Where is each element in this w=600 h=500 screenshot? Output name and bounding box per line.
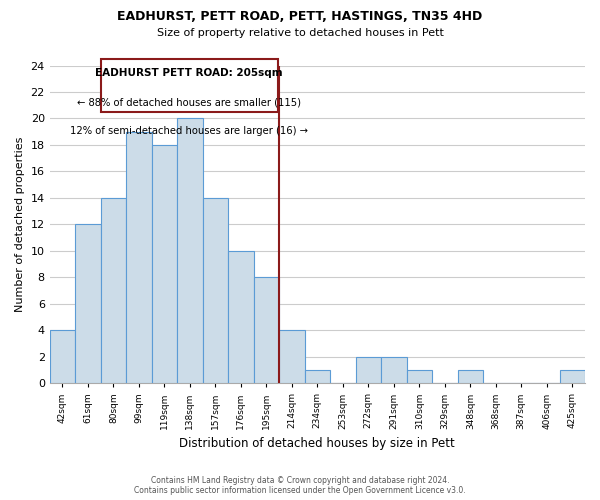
Bar bbox=[279, 330, 305, 384]
Text: Size of property relative to detached houses in Pett: Size of property relative to detached ho… bbox=[157, 28, 443, 38]
Bar bbox=[101, 198, 126, 384]
Bar bbox=[305, 370, 330, 384]
Bar bbox=[560, 370, 585, 384]
X-axis label: Distribution of detached houses by size in Pett: Distribution of detached houses by size … bbox=[179, 437, 455, 450]
Text: ← 88% of detached houses are smaller (115): ← 88% of detached houses are smaller (11… bbox=[77, 97, 301, 107]
Bar bbox=[356, 357, 381, 384]
Bar bbox=[203, 198, 228, 384]
FancyBboxPatch shape bbox=[101, 59, 278, 112]
Text: EADHURST PETT ROAD: 205sqm: EADHURST PETT ROAD: 205sqm bbox=[95, 68, 283, 78]
Bar bbox=[381, 357, 407, 384]
Text: EADHURST, PETT ROAD, PETT, HASTINGS, TN35 4HD: EADHURST, PETT ROAD, PETT, HASTINGS, TN3… bbox=[118, 10, 482, 23]
Bar bbox=[458, 370, 483, 384]
Text: 12% of semi-detached houses are larger (16) →: 12% of semi-detached houses are larger (… bbox=[70, 126, 308, 136]
Bar bbox=[152, 145, 177, 384]
Text: Contains HM Land Registry data © Crown copyright and database right 2024.
Contai: Contains HM Land Registry data © Crown c… bbox=[134, 476, 466, 495]
Bar bbox=[75, 224, 101, 384]
Bar bbox=[177, 118, 203, 384]
Bar bbox=[254, 278, 279, 384]
Bar bbox=[407, 370, 432, 384]
Bar bbox=[126, 132, 152, 384]
Bar bbox=[50, 330, 75, 384]
Y-axis label: Number of detached properties: Number of detached properties bbox=[15, 136, 25, 312]
Bar bbox=[228, 251, 254, 384]
